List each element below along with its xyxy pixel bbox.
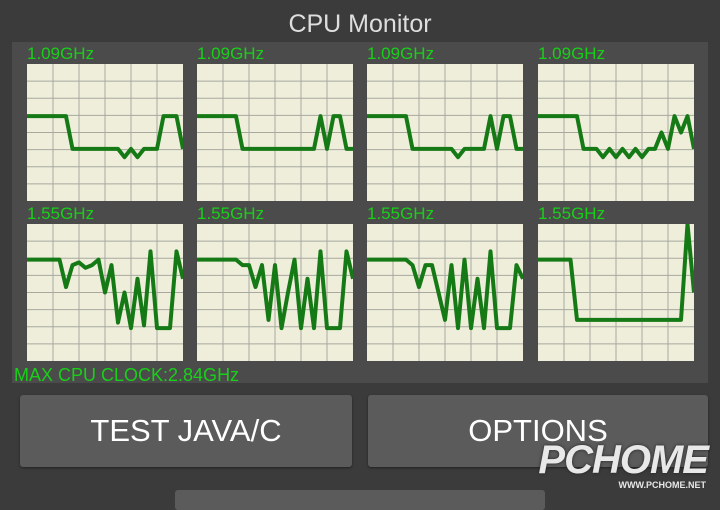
core-freq: 1.55GHz <box>27 204 95 223</box>
core-graph <box>538 224 694 361</box>
core-freq: 1.55GHz <box>538 204 606 223</box>
cpu-trace <box>197 249 353 331</box>
core-freq: 1.09GHz <box>538 44 606 63</box>
core-graph <box>197 64 353 201</box>
core-graph <box>197 224 353 361</box>
options-button[interactable]: OPTIONS <box>368 395 708 467</box>
bottom-button[interactable] <box>175 490 545 510</box>
core-graph <box>27 64 183 201</box>
core-freq: 1.55GHz <box>367 204 435 223</box>
core-graph <box>367 224 523 361</box>
cpu-trace <box>538 114 694 160</box>
core-freq: 1.09GHz <box>197 44 265 63</box>
cpu-trace <box>367 114 523 160</box>
cpu-trace <box>367 249 523 331</box>
core-graph <box>27 224 183 361</box>
test-button[interactable]: TEST JAVA/C <box>20 395 352 467</box>
cpu-trace <box>197 114 353 151</box>
cpu-trace <box>538 224 694 322</box>
max-clock: MAX CPU CLOCK:2.84GHz <box>14 365 240 385</box>
core-freq: 1.55GHz <box>197 204 265 223</box>
core-freq: 1.09GHz <box>367 44 435 63</box>
core-freq: 1.09GHz <box>27 44 95 63</box>
core-graph <box>367 64 523 201</box>
watermark-logo: PCHOME <box>538 438 709 482</box>
title: CPU Monitor <box>288 10 432 38</box>
cpu-trace <box>27 249 183 331</box>
cpu-trace <box>27 114 183 160</box>
core-graph <box>538 64 694 201</box>
watermark-url: WWW.PCHOME.NET <box>618 480 707 490</box>
